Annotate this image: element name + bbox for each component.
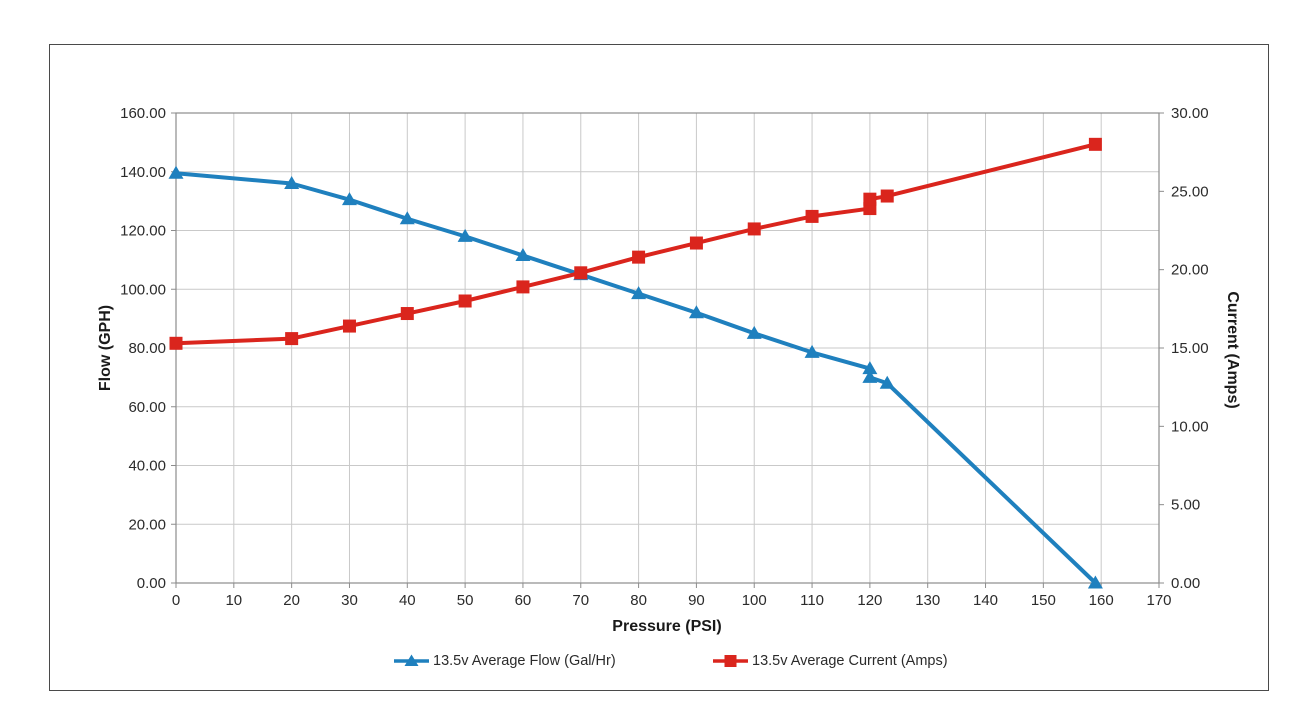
x-tick-label: 10	[225, 592, 242, 609]
flow-data-point-marker	[284, 176, 300, 189]
current-data-point-marker	[880, 189, 894, 203]
left-y-tick-label: 40.00	[128, 458, 166, 475]
flow-series	[168, 165, 1103, 589]
x-tick-label: 50	[457, 592, 474, 609]
x-tick-label: 20	[283, 592, 300, 609]
x-tick-label: 60	[515, 592, 532, 609]
flow-data-point-marker	[746, 325, 762, 339]
current-data-point-marker	[342, 319, 356, 333]
right-y-tick-label: 25.00	[1171, 183, 1209, 200]
right-y-tick-label: 20.00	[1171, 262, 1209, 279]
flow-data-point-marker	[515, 247, 531, 261]
current-data-point-marker	[689, 236, 703, 250]
current-series	[169, 137, 1102, 350]
x-tick-label: 150	[1031, 592, 1056, 609]
left-y-tick-label: 100.00	[120, 281, 166, 298]
flow-data-point-marker	[862, 361, 878, 375]
legend-label-current: 13.5v Average Current (Amps)	[752, 653, 948, 669]
left-y-tick-label: 160.00	[120, 105, 166, 122]
right-y-tick-label: 5.00	[1171, 497, 1200, 514]
legend-label-flow: 13.5v Average Flow (Gal/Hr)	[433, 653, 616, 669]
current-series-marker-icon	[713, 655, 748, 667]
x-tick-label: 120	[857, 592, 882, 609]
x-tick-label: 70	[572, 592, 589, 609]
right-y-tick-label: 15.00	[1171, 340, 1209, 357]
current-data-point-marker	[805, 209, 819, 223]
flow-series-line	[174, 171, 1098, 585]
flow-legend-marker	[404, 654, 419, 666]
flow-data-point-marker	[804, 344, 820, 358]
flow-data-point-marker	[168, 165, 184, 179]
x-tick-label: 170	[1146, 592, 1171, 609]
current-data-point-marker	[1088, 137, 1102, 151]
current-data-point-marker	[285, 332, 299, 346]
left-y-tick-label: 120.00	[120, 223, 166, 240]
x-tick-label: 140	[973, 592, 998, 609]
x-tick-label: 30	[341, 592, 358, 609]
x-axis-title: Pressure (PSI)	[612, 618, 722, 635]
legend-item-current: 13.5v Average Current (Amps)	[712, 651, 948, 671]
current-data-point-marker	[574, 266, 588, 280]
left-y-tick-label: 60.00	[128, 399, 166, 416]
flow-data-point-marker	[1087, 575, 1103, 589]
current-data-point-marker	[458, 294, 472, 308]
flow-data-point-marker	[341, 192, 357, 206]
flow-data-point-marker	[879, 375, 895, 389]
chart-legend: 13.5v Average Flow (Gal/Hr) 13.5v Averag…	[0, 651, 1309, 673]
flow-data-point-marker	[862, 369, 878, 383]
right-y-tick-label: 10.00	[1171, 418, 1209, 435]
x-tick-label: 100	[742, 592, 767, 609]
right-y-axis-title: Current (Amps)	[1224, 291, 1241, 409]
current-data-point-marker	[632, 250, 646, 264]
right-y-tick-label: 30.00	[1171, 105, 1209, 122]
x-tick-label: 130	[915, 592, 940, 609]
current-series-line	[174, 142, 1098, 346]
left-y-tick-label: 80.00	[128, 340, 166, 357]
x-tick-label: 0	[172, 592, 180, 609]
flow-series-marker-icon	[394, 654, 429, 666]
x-tick-label: 90	[688, 592, 705, 609]
current-data-point-marker	[863, 192, 877, 206]
x-tick-label: 160	[1089, 592, 1114, 609]
current-data-point-marker	[516, 280, 530, 294]
left-y-axis-title: Flow (GPH)	[97, 304, 114, 392]
left-y-tick-label: 0.00	[137, 575, 166, 592]
current-data-point-marker	[169, 336, 183, 350]
left-y-tick-label: 20.00	[128, 516, 166, 533]
x-tick-label: 110	[800, 592, 824, 609]
current-legend-marker	[724, 655, 737, 667]
x-tick-label: 80	[630, 592, 647, 609]
flow-data-point-marker	[457, 228, 473, 242]
flow-data-point-marker	[631, 286, 647, 300]
left-y-tick-label: 140.00	[120, 164, 166, 181]
flow-data-point-marker	[399, 211, 415, 225]
x-tick-label: 40	[399, 592, 416, 609]
flow-data-point-marker	[688, 305, 704, 319]
current-data-point-marker	[400, 307, 414, 321]
right-y-tick-label: 0.00	[1171, 575, 1200, 592]
current-data-point-marker	[747, 222, 761, 236]
legend-item-flow: 13.5v Average Flow (Gal/Hr)	[393, 651, 616, 671]
